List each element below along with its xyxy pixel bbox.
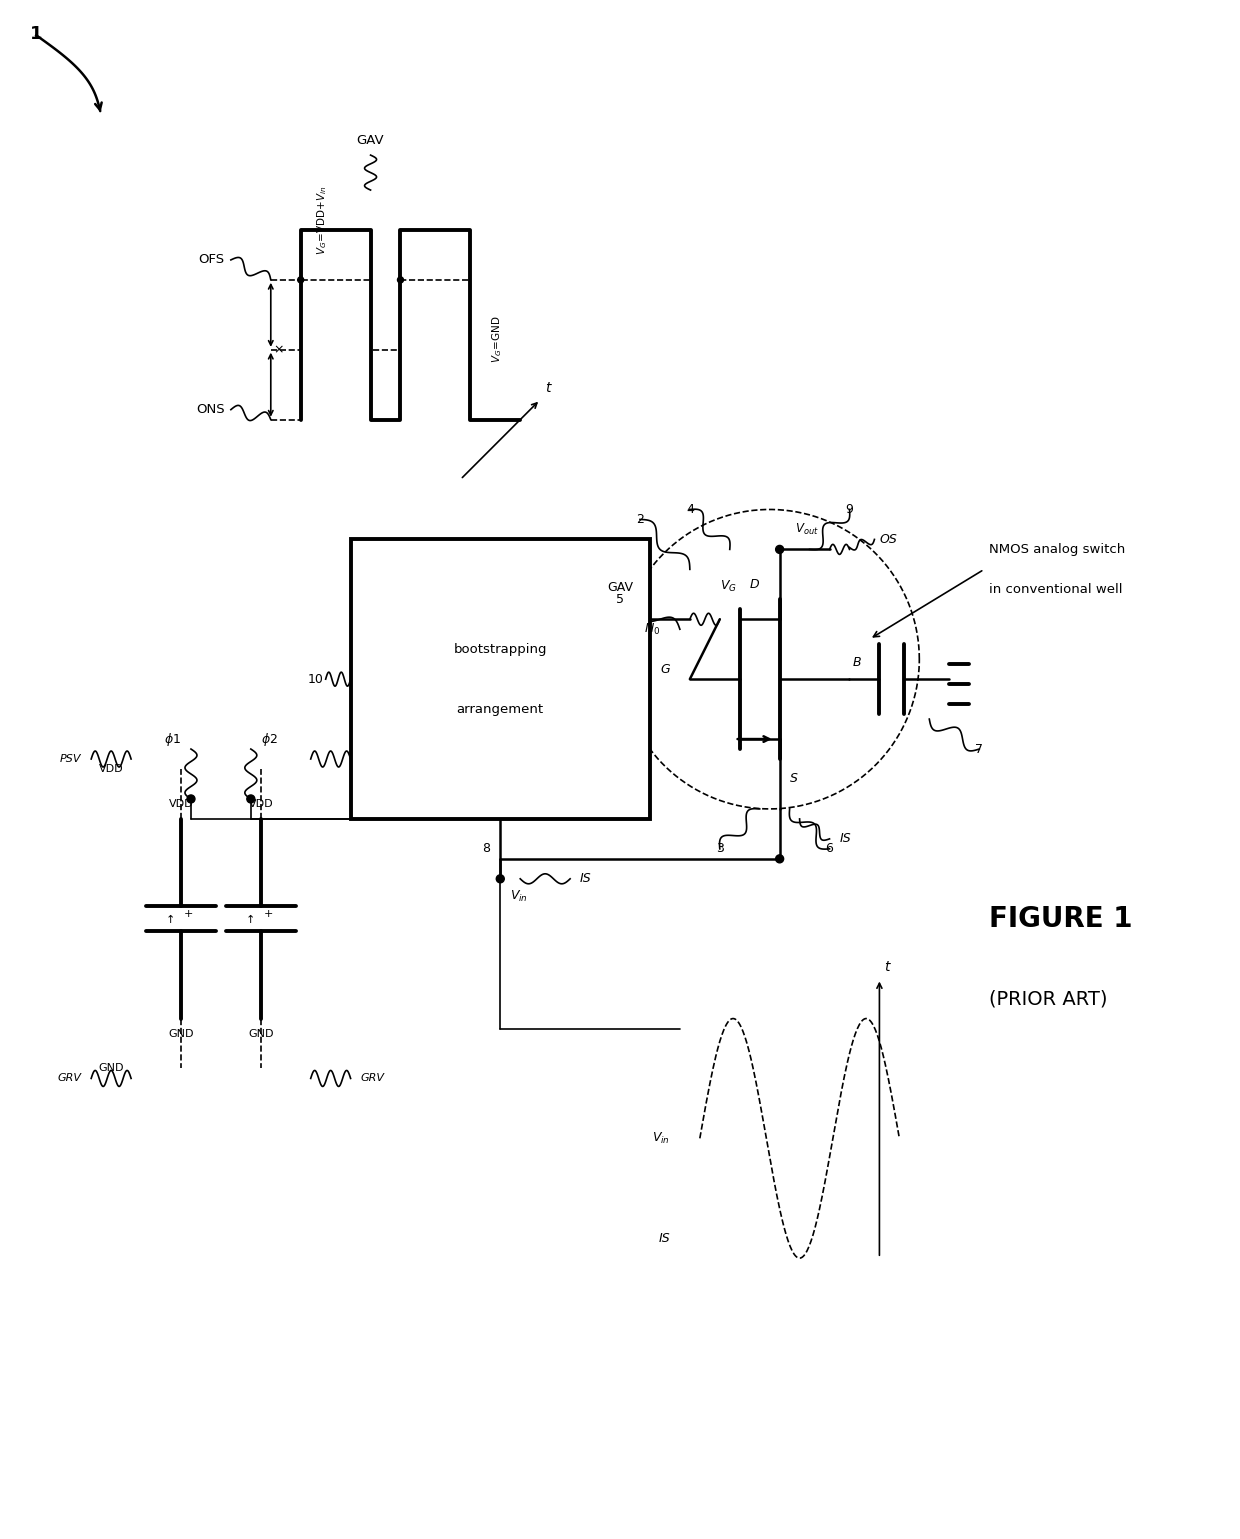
Text: 10: 10	[308, 673, 324, 686]
Text: arrangement: arrangement	[456, 703, 544, 716]
Text: ONS: ONS	[197, 403, 226, 416]
Text: GND: GND	[98, 1063, 124, 1074]
Circle shape	[298, 277, 304, 283]
Text: $V_G\!=\!$GND: $V_G\!=\!$GND	[490, 315, 505, 363]
Text: 7: 7	[975, 742, 983, 756]
Circle shape	[398, 277, 403, 283]
Text: OS: OS	[879, 532, 898, 546]
Text: IS: IS	[580, 873, 591, 885]
Text: VDD: VDD	[169, 799, 193, 810]
Text: $\phi$1: $\phi$1	[164, 731, 181, 748]
Text: bootstrapping: bootstrapping	[454, 643, 547, 656]
Text: $\phi$2: $\phi$2	[260, 731, 278, 748]
Text: 5: 5	[616, 593, 624, 606]
Text: S: S	[790, 773, 797, 785]
Text: $\times$: $\times$	[273, 343, 284, 356]
Text: $\uparrow$: $\uparrow$	[164, 913, 175, 925]
Text: OFS: OFS	[198, 254, 224, 266]
Text: PSV: PSV	[361, 754, 382, 763]
Text: GND: GND	[248, 1028, 274, 1039]
Circle shape	[776, 545, 784, 554]
Text: $V_{out}$: $V_{out}$	[795, 522, 818, 537]
Text: IS: IS	[658, 1231, 670, 1245]
Text: $V_{in}$: $V_{in}$	[510, 890, 528, 903]
Text: GRV: GRV	[361, 1073, 384, 1083]
Text: GAV: GAV	[357, 134, 384, 146]
Text: B: B	[852, 656, 861, 669]
Bar	[351, 539, 650, 819]
Circle shape	[247, 796, 254, 803]
Text: t: t	[884, 960, 890, 974]
Text: GAV: GAV	[608, 582, 632, 594]
Circle shape	[187, 796, 195, 803]
Text: D: D	[750, 577, 760, 591]
Text: +: +	[264, 908, 274, 919]
Text: +: +	[185, 908, 193, 919]
Text: $V_G\!=\!$VDD$+V_{in}$: $V_G\!=\!$VDD$+V_{in}$	[316, 185, 330, 254]
Text: 6: 6	[826, 842, 833, 856]
Text: 2: 2	[636, 512, 644, 526]
Text: t: t	[546, 380, 551, 394]
Text: NMOS analog switch: NMOS analog switch	[990, 543, 1126, 556]
Text: (PRIOR ART): (PRIOR ART)	[990, 990, 1107, 1008]
Text: G: G	[660, 663, 670, 676]
Text: 4: 4	[686, 503, 694, 516]
Text: in conventional well: in conventional well	[990, 583, 1122, 596]
Text: 1: 1	[30, 25, 42, 43]
Text: $V_G$: $V_G$	[719, 579, 737, 594]
Text: IS: IS	[839, 833, 851, 845]
Text: PSV: PSV	[60, 754, 81, 763]
Text: $\uparrow$: $\uparrow$	[243, 913, 254, 925]
Text: $N_0$: $N_0$	[644, 622, 660, 637]
Text: GND: GND	[169, 1028, 193, 1039]
Text: 8: 8	[482, 842, 490, 856]
Text: VDD: VDD	[248, 799, 273, 810]
Text: 9: 9	[846, 503, 853, 516]
Text: $V_{in}$: $V_{in}$	[652, 1131, 670, 1147]
Circle shape	[776, 854, 784, 863]
Circle shape	[496, 874, 505, 883]
Text: VDD: VDD	[99, 763, 124, 774]
Text: GRV: GRV	[57, 1073, 81, 1083]
Text: FIGURE 1: FIGURE 1	[990, 905, 1132, 933]
Text: 3: 3	[715, 842, 724, 856]
